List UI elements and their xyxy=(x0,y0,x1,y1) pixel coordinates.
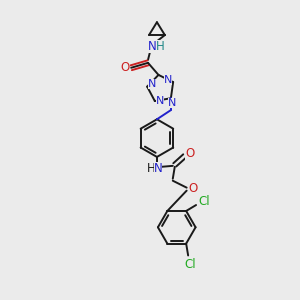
Text: N: N xyxy=(168,98,176,108)
Text: N: N xyxy=(164,75,172,85)
Text: N: N xyxy=(148,40,156,53)
Text: Cl: Cl xyxy=(184,258,196,271)
Text: N: N xyxy=(148,79,156,89)
Text: O: O xyxy=(188,182,197,195)
Text: O: O xyxy=(121,61,130,74)
Text: N: N xyxy=(154,162,162,175)
Text: N: N xyxy=(156,96,164,106)
Text: Cl: Cl xyxy=(198,195,210,208)
Text: H: H xyxy=(147,162,155,175)
Text: O: O xyxy=(185,148,194,160)
Text: H: H xyxy=(155,40,164,53)
